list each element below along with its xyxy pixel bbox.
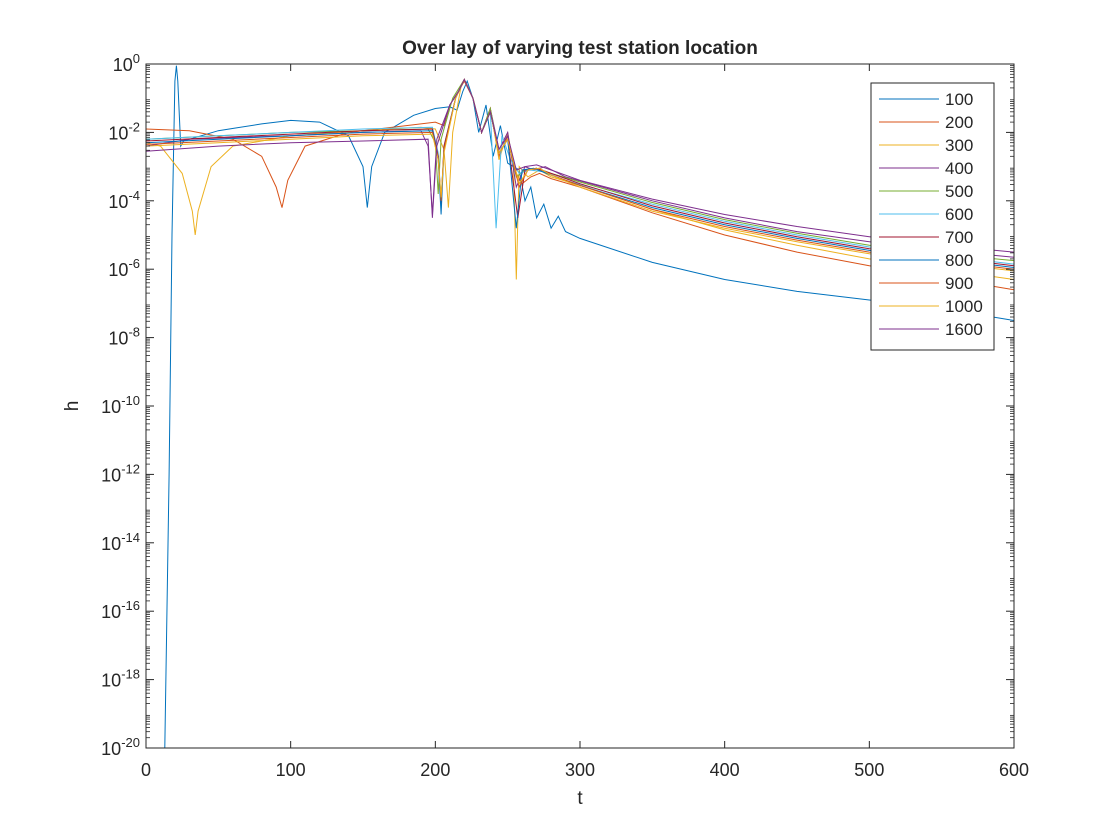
y-tick-label: 10-14	[101, 530, 140, 554]
legend-label-800: 800	[945, 251, 973, 270]
tick-labels: 0 100 200 300 400 500 600 10-20 10-18 10-16 10-14 1…	[101, 51, 1029, 780]
y-tick-label: 10-10	[101, 393, 140, 417]
y-tick-label: 10-2	[108, 119, 140, 143]
legend-label-1600: 1600	[945, 320, 983, 339]
legend-label-300: 300	[945, 136, 973, 155]
y-tick-label: 10-12	[101, 461, 140, 485]
legend-label-100: 100	[945, 90, 973, 109]
y-tick-label: 10-16	[101, 598, 140, 622]
x-tick-label: 600	[999, 760, 1029, 780]
chart-title: Over lay of varying test station locatio…	[402, 38, 758, 59]
legend-label-600: 600	[945, 205, 973, 224]
x-tick-label: 400	[710, 760, 740, 780]
series-line-1600	[146, 78, 1014, 253]
y-tick-label: 10-20	[101, 735, 140, 759]
legend-label-1000: 1000	[945, 297, 983, 316]
y-tick-label: 10-18	[101, 667, 140, 691]
y-tick-label: 10-8	[108, 325, 140, 349]
legend-label-500: 500	[945, 182, 973, 201]
x-tick-label: 0	[141, 760, 151, 780]
legend: 100 200 300 400 500 600 700 800 900 1000 1600	[870, 82, 995, 351]
x-tick-label: 200	[420, 760, 450, 780]
legend-label-700: 700	[945, 228, 973, 247]
y-tick-label: 10-4	[108, 188, 140, 212]
series-layer	[146, 65, 1014, 748]
axes-layer	[145, 63, 1015, 749]
x-axis-label: t	[577, 788, 583, 809]
x-tick-label: 300	[565, 760, 595, 780]
legend-label-400: 400	[945, 159, 973, 178]
y-tick-label: 10-6	[108, 256, 140, 280]
legend-label-900: 900	[945, 274, 973, 293]
y-tick-label: 100	[113, 51, 140, 75]
x-tick-label: 500	[854, 760, 884, 780]
y-axis-label: h	[62, 401, 83, 412]
x-tick-label: 100	[276, 760, 306, 780]
legend-label-200: 200	[945, 113, 973, 132]
